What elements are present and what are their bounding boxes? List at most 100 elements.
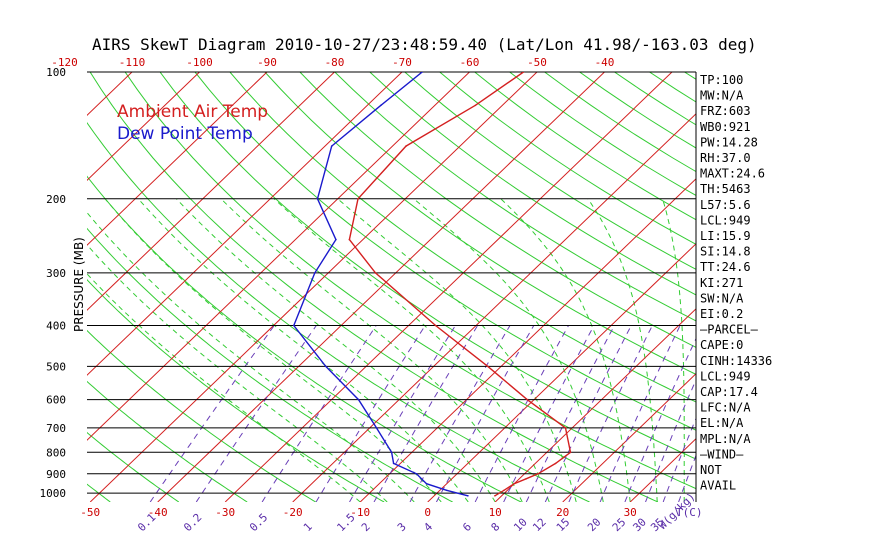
dry-adiabat-line: [87, 175, 522, 502]
moist-adiabat-line: [220, 198, 523, 502]
dry-adiabat-line: [754, 72, 870, 502]
isotherm-line: [765, 72, 870, 502]
ambient-air-temp-point: [348, 238, 351, 241]
stats-item: MAXT:24.6: [700, 167, 765, 181]
mixing-ratio-line: [525, 325, 615, 502]
ambient-air-temp-point: [474, 104, 477, 107]
pressure-tick-label: 900: [46, 468, 66, 481]
pressure-tick-label: 700: [46, 422, 66, 435]
stats-item: —WIND—: [700, 447, 744, 461]
stats-item: SW:N/A: [700, 291, 744, 305]
pressure-tick-label: 400: [46, 320, 66, 333]
top-temp-tick-labels: -120 -110 -100 -90 -80 -70 -60 -50 -40: [51, 56, 614, 69]
profile-series: [293, 72, 572, 497]
moist-adiabat-line: [87, 273, 361, 502]
isotherm-line: [224, 72, 673, 502]
bottom-temp-tick-label: 20: [556, 506, 569, 519]
stats-item: RH:37.0: [700, 151, 751, 165]
moist-adiabat-line: [104, 198, 442, 502]
chart-title: AIRS SkewT Diagram 2010-10-27/23:48:59.4…: [92, 35, 757, 54]
mixing-ratio-line: [349, 325, 456, 502]
top-temp-tick-label: -60: [460, 56, 480, 69]
pressure-tick-label: 1000: [40, 487, 67, 500]
dry-adiabat-line: [229, 72, 696, 403]
isotherm-line: [562, 373, 696, 502]
isotherm-line: [87, 72, 200, 181]
stats-item: —PARCEL—: [700, 323, 759, 337]
dew-point-temp-point: [324, 365, 327, 368]
dry-adiabat-line: [369, 72, 696, 296]
top-temp-tick-label: -50: [527, 56, 547, 69]
ambient-air-temp-point: [503, 489, 505, 492]
stats-item: LCL:949: [700, 213, 751, 227]
stats-item: LI:15.9: [700, 229, 751, 243]
dry-adiabat-line: [334, 72, 696, 322]
stats-item: CAP:17.4: [700, 385, 758, 399]
x-axis-label: T(C): [676, 506, 703, 519]
bottom-temp-tick-label: -10: [350, 506, 370, 519]
dry-adiabat-line: [124, 72, 696, 490]
dry-adiabat-line: [649, 72, 696, 103]
isotherm-line: [87, 72, 470, 441]
mixing-ratio-line: [624, 337, 696, 502]
moist-adiabat-line: [273, 198, 550, 502]
dry-adiabat-line: [789, 72, 870, 502]
dew-point-temp-point: [293, 324, 295, 327]
dry-adiabat-line: [439, 72, 696, 245]
dew-point-temp-point: [380, 104, 382, 107]
bottom-temp-tick-label: -30: [215, 506, 235, 519]
pressure-tick-label: 600: [46, 394, 66, 407]
dew-point-temp-point: [390, 451, 393, 454]
mixing-ratio-line: [149, 325, 275, 502]
bottom-temp-tick-label: -50: [80, 506, 100, 519]
dry-adiabat-line: [87, 279, 385, 502]
stats-item: EI:0.2: [700, 307, 743, 321]
mixing-ratio-tick-label: 4: [421, 520, 435, 534]
stats-item: LCL:949: [700, 369, 751, 383]
ambient-air-temp-point: [513, 482, 515, 485]
ambient-air-temp-point: [486, 365, 489, 368]
isotherm-line: [87, 72, 335, 311]
ambient-air-temp-point: [522, 72, 525, 73]
isotherm-line: [157, 72, 605, 502]
dry-adiabat-line: [264, 72, 696, 375]
dew-point-temp-point: [415, 473, 418, 475]
top-temp-tick-label: -40: [595, 56, 615, 69]
ambient-air-temp-point: [525, 478, 527, 480]
dry-adiabat-line: [87, 431, 180, 502]
isotherm-line: [833, 72, 870, 502]
mixing-ratio-tick-label: 0.5: [247, 511, 270, 534]
mixing-ratio-tick-label: 2: [359, 520, 373, 534]
stats-item: FRZ:603: [700, 104, 751, 118]
stats-item: EL:N/A: [700, 416, 744, 430]
dew-point-temp-point: [335, 238, 337, 241]
stats-item: L57:5.6: [700, 198, 751, 212]
dry-adiabat-line: [404, 72, 696, 270]
dew-point-temp-point: [375, 427, 378, 429]
mixing-ratio-line: [474, 325, 569, 502]
stats-item: AVAIL: [700, 479, 736, 493]
isotherm-line: [494, 308, 696, 502]
stats-item: TT:24.6: [700, 260, 751, 274]
bottom-temp-tick-label: -40: [148, 506, 168, 519]
ambient-air-temp-point: [434, 324, 437, 327]
stats-item: WB0:921: [700, 120, 751, 134]
isotherm-line: [89, 72, 538, 502]
ambient-air-temp-point: [374, 272, 377, 274]
bottom-temp-tick-labels: -50 -40 -30 -20 -10 0 10 20 30: [80, 506, 637, 519]
ambient-air-temp-point: [554, 462, 557, 465]
dew-point-temp-point: [445, 489, 448, 492]
dry-adiabat-line: [194, 72, 696, 431]
pressure-tick-label: 200: [46, 193, 66, 206]
top-temp-tick-label: -90: [257, 56, 277, 69]
stats-item: CINH:14336: [700, 354, 772, 368]
pressure-tick-label: 500: [46, 360, 66, 373]
isotherm-line: [87, 72, 268, 246]
dew-point-temp-point: [330, 145, 333, 147]
mixing-ratio-tick-label: 6: [460, 520, 474, 534]
stats-item: TP:100: [700, 73, 743, 87]
stats-item: MW:N/A: [700, 89, 744, 103]
moist-adiabat-line: [413, 198, 604, 502]
